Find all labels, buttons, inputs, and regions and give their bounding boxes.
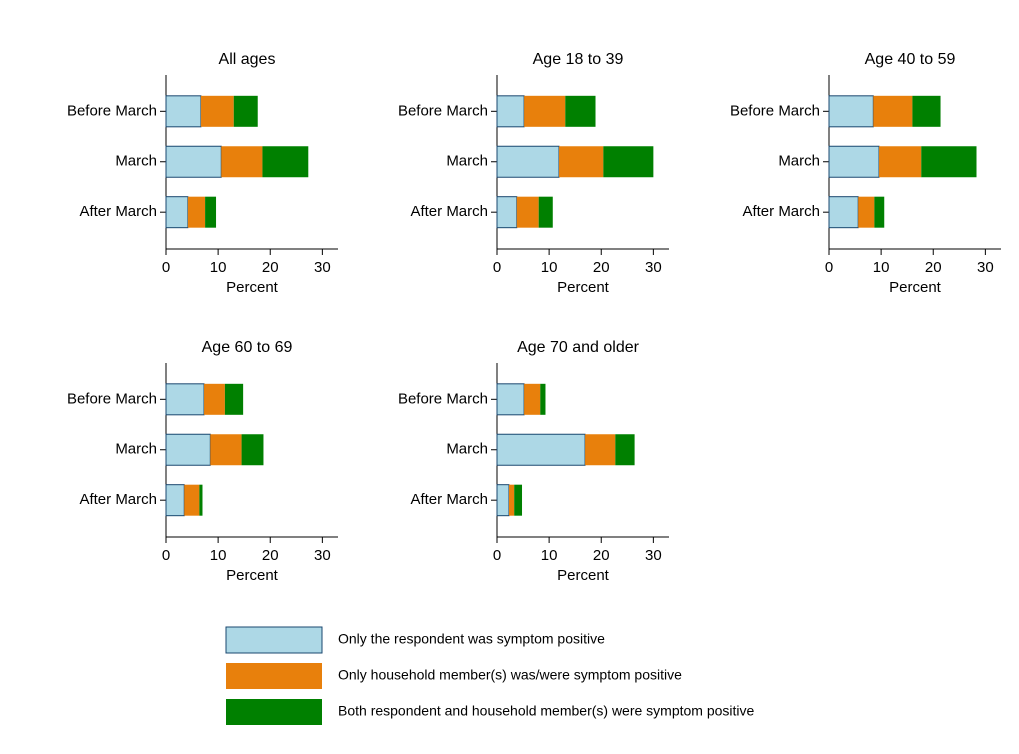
y-tick-label: March xyxy=(115,441,157,458)
bar-segment xyxy=(538,196,553,228)
bar-segment xyxy=(565,95,596,127)
y-tick-label: March xyxy=(778,153,820,170)
bar-segment xyxy=(165,95,202,128)
x-tick-label: 20 xyxy=(262,259,279,276)
bar-segment xyxy=(184,484,200,516)
y-tick-label: Before March xyxy=(730,102,820,119)
x-tick-label: 30 xyxy=(645,259,662,276)
panel-title: All ages xyxy=(219,51,276,68)
x-axis-label: Percent xyxy=(226,279,279,296)
bar-segment xyxy=(828,145,880,178)
bar-segment xyxy=(496,95,525,128)
x-tick-label: 0 xyxy=(493,547,501,564)
x-tick-label: 10 xyxy=(210,547,227,564)
bar-segment xyxy=(165,484,185,517)
bar-segment xyxy=(496,383,525,416)
x-tick-label: 10 xyxy=(210,259,227,276)
bar-segment xyxy=(514,484,523,516)
y-tick-label: Before March xyxy=(398,102,488,119)
y-tick-label: Before March xyxy=(67,102,157,119)
legend-label: Only the respondent was symptom positive xyxy=(338,631,605,647)
bar-segment xyxy=(540,383,546,415)
x-tick-label: 0 xyxy=(825,259,833,276)
x-tick-label: 20 xyxy=(593,547,610,564)
y-tick-label: March xyxy=(115,153,157,170)
bar-segment xyxy=(615,434,635,466)
bar-segment xyxy=(165,433,211,466)
y-tick-label: After March xyxy=(410,491,488,508)
y-tick-label: After March xyxy=(79,491,157,508)
x-tick-label: 0 xyxy=(162,547,170,564)
legend-swatch xyxy=(226,699,322,725)
bar-segment xyxy=(559,146,604,178)
bar-segment xyxy=(262,146,309,178)
panel-title: Age 18 to 39 xyxy=(533,51,624,68)
bar-segment xyxy=(224,383,244,415)
panel-title: Age 40 to 59 xyxy=(865,51,956,68)
bar-segment xyxy=(496,433,586,466)
x-tick-label: 20 xyxy=(593,259,610,276)
bar-segment xyxy=(187,196,206,228)
bar-segment xyxy=(200,95,234,127)
bar-segment xyxy=(205,196,217,228)
bar-segment xyxy=(508,484,515,516)
panel-title: Age 70 and older xyxy=(517,339,640,356)
y-tick-label: After March xyxy=(79,203,157,220)
bar-segment xyxy=(165,196,189,229)
bar-segment xyxy=(921,146,977,178)
y-tick-label: March xyxy=(446,153,488,170)
bar-segment xyxy=(516,196,539,228)
bar-segment xyxy=(879,146,922,178)
x-tick-label: 30 xyxy=(314,259,331,276)
bar-segment xyxy=(221,146,263,178)
legend-swatch xyxy=(225,626,323,654)
x-tick-label: 10 xyxy=(873,259,890,276)
bar-segment xyxy=(858,196,875,228)
x-axis-label: Percent xyxy=(226,567,279,584)
x-axis-label: Percent xyxy=(889,279,942,296)
bar-segment xyxy=(873,95,913,127)
x-tick-label: 20 xyxy=(925,259,942,276)
bar-segment xyxy=(165,383,205,416)
bar-segment xyxy=(496,145,560,178)
bar-segment xyxy=(828,196,859,229)
bar-segment xyxy=(524,383,541,415)
x-tick-label: 20 xyxy=(262,547,279,564)
y-tick-label: After March xyxy=(742,203,820,220)
x-tick-label: 10 xyxy=(541,547,558,564)
bar-segment xyxy=(199,484,203,516)
legend-label: Both respondent and household member(s) … xyxy=(338,703,755,719)
bar-segment xyxy=(233,95,258,127)
bar-segment xyxy=(524,95,566,127)
x-tick-label: 30 xyxy=(645,547,662,564)
y-tick-label: Before March xyxy=(67,390,157,407)
bar-segment xyxy=(828,95,874,128)
bar-segment xyxy=(496,196,518,229)
x-tick-label: 10 xyxy=(541,259,558,276)
bar-segment xyxy=(241,434,264,466)
legend-swatch xyxy=(226,663,322,689)
bar-segment xyxy=(874,196,885,228)
y-tick-label: After March xyxy=(410,203,488,220)
x-axis-label: Percent xyxy=(557,567,610,584)
bar-segment xyxy=(912,95,941,127)
bar-segment xyxy=(204,383,225,415)
x-tick-label: 30 xyxy=(977,259,994,276)
legend-label: Only household member(s) was/were sympto… xyxy=(338,667,682,683)
bar-segment xyxy=(165,145,222,178)
panel-title: Age 60 to 69 xyxy=(202,339,293,356)
x-axis-label: Percent xyxy=(557,279,610,296)
y-tick-label: Before March xyxy=(398,390,488,407)
y-tick-label: March xyxy=(446,441,488,458)
bar-segment xyxy=(210,434,242,466)
x-tick-label: 30 xyxy=(314,547,331,564)
bar-segment xyxy=(603,146,654,178)
x-tick-label: 0 xyxy=(162,259,170,276)
x-tick-label: 0 xyxy=(493,259,501,276)
bar-segment xyxy=(585,434,616,466)
bar-segment xyxy=(496,484,510,517)
